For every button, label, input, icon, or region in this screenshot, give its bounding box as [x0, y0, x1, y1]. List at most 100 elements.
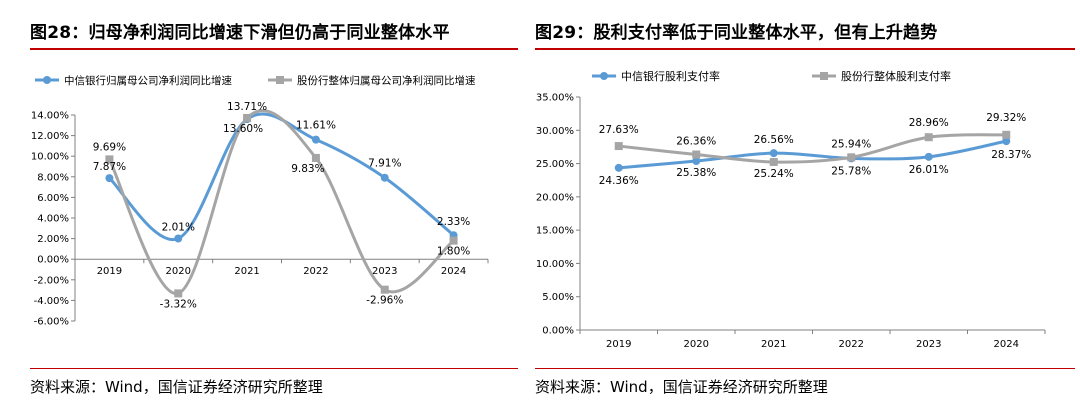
source-note: 资料来源：Wind，国信证券经济研究所整理 [535, 378, 828, 396]
x-tick-label: 2023 [916, 339, 941, 350]
legend-marker [600, 72, 608, 80]
y-tick-label: 0.00% [37, 255, 69, 266]
legend-marker [276, 76, 284, 84]
data-label: 25.94% [831, 138, 871, 150]
y-tick-label: 14.00% [31, 111, 69, 122]
data-label: 2.01% [162, 221, 195, 233]
data-label: 9.69% [93, 141, 126, 153]
line-chart-net-profit-growth: 中信银行归属母公司净利润同比增速 股份行整体归属母公司净利润同比增速 14.00% 1… [31, 74, 489, 328]
data-point [311, 135, 320, 144]
y-tick-label: 15.00% [536, 226, 574, 237]
source-note: 资料来源：Wind，国信证券经济研究所整理 [30, 378, 323, 396]
data-point [449, 236, 458, 245]
x-tick-label: 2021 [234, 266, 259, 277]
data-label: 11.61% [296, 120, 336, 132]
title-rule [30, 48, 518, 50]
data-label: 26.56% [754, 134, 794, 146]
data-label: 25.38% [676, 167, 716, 179]
chart-panel-net-profit-growth: 图28：归母净利润同比增速下滑但仍高于同业整体水平 中信银行归属母公司净利润同比… [0, 0, 520, 417]
data-point [847, 153, 856, 162]
data-label: 13.71% [227, 101, 267, 113]
series-line [618, 139, 1007, 170]
data-point [924, 152, 933, 161]
line-chart-dividend-payout: 中信银行股利支付率 股份行整体股利支付率 35.00% 30.00% 25.00% 20.… [536, 69, 1046, 350]
data-label: 2.33% [437, 216, 470, 228]
data-label: 9.83% [291, 163, 324, 175]
data-point [243, 113, 252, 122]
y-tick-label: 35.00% [536, 93, 574, 104]
data-point [105, 155, 114, 164]
x-tick-label: 2024 [441, 266, 466, 277]
data-label: 25.24% [754, 168, 794, 180]
data-label: 25.78% [831, 165, 871, 177]
data-label: 13.60% [223, 123, 263, 135]
data-point [311, 153, 320, 162]
data-label: 27.63% [599, 124, 639, 136]
y-tick-label: -6.00% [34, 317, 69, 328]
data-label: 7.87% [93, 161, 126, 173]
y-tick-label: 8.00% [37, 172, 69, 183]
legend-marker [43, 76, 51, 84]
x-tick-label: 2024 [994, 339, 1019, 350]
x-tick-label: 2020 [166, 266, 191, 277]
y-tick-label: 20.00% [536, 192, 574, 203]
legend-label: 股份行整体归属母公司净利润同比增速 [297, 74, 476, 87]
y-tick-label: 10.00% [31, 152, 69, 163]
y-tick-label: 2.00% [37, 234, 69, 245]
figure-title: 图29：股利支付率低于同业整体水平，但有上升趋势 [535, 23, 938, 43]
series-line [618, 133, 1007, 164]
y-tick-label: 6.00% [37, 193, 69, 204]
source-rule [30, 368, 518, 369]
data-point [614, 142, 623, 151]
data-label: 29.32% [986, 112, 1026, 124]
data-label: -3.32% [160, 298, 197, 310]
data-point [1002, 137, 1011, 146]
series-line [108, 112, 455, 242]
data-point [692, 157, 701, 166]
data-label: 28.37% [991, 149, 1031, 161]
data-label: 26.01% [909, 164, 949, 176]
data-point [769, 157, 778, 166]
data-point [380, 173, 389, 182]
y-tick-label: -2.00% [34, 275, 69, 286]
data-point [105, 174, 114, 183]
x-tick-label: 2021 [761, 339, 786, 350]
x-tick-label: 2023 [372, 266, 397, 277]
data-label: 28.96% [909, 117, 949, 129]
y-tick-label: -4.00% [34, 296, 69, 307]
x-tick-label: 2022 [839, 339, 864, 350]
legend-label: 中信银行归属母公司净利润同比增速 [64, 74, 232, 87]
y-tick-label: 10.00% [536, 259, 574, 270]
chart-panel-dividend-payout: 图29：股利支付率低于同业整体水平，但有上升趋势 中信银行股利支付率 股份行整体股… [530, 0, 1080, 417]
x-tick-label: 2022 [303, 266, 328, 277]
data-point [924, 133, 933, 142]
data-label: 24.36% [599, 175, 639, 187]
source-rule [535, 368, 1075, 369]
legend-label: 中信银行股利支付率 [621, 69, 720, 83]
y-tick-label: 5.00% [542, 292, 574, 303]
y-tick-label: 30.00% [536, 126, 574, 137]
legend-marker [820, 72, 828, 80]
y-tick-label: 4.00% [37, 214, 69, 225]
legend-label: 股份行整体股利支付率 [841, 69, 951, 83]
y-tick-label: 25.00% [536, 159, 574, 170]
data-label: -2.96% [366, 295, 403, 307]
data-label: 26.36% [676, 136, 716, 148]
x-tick-label: 2019 [606, 339, 631, 350]
data-label: 7.91% [368, 158, 401, 170]
data-point [1002, 130, 1011, 139]
data-label: 1.80% [437, 246, 470, 258]
data-point [692, 150, 701, 159]
data-point [769, 149, 778, 158]
x-tick-label: 2020 [684, 339, 709, 350]
title-rule [535, 48, 1075, 50]
series-line [108, 109, 455, 295]
data-point [174, 234, 183, 243]
data-point [614, 163, 623, 172]
data-point [174, 289, 183, 298]
data-point [380, 285, 389, 294]
x-tick-label: 2019 [97, 266, 122, 277]
y-tick-label: 12.00% [31, 131, 69, 142]
figure-title: 图28：归母净利润同比增速下滑但仍高于同业整体水平 [30, 23, 450, 43]
y-tick-label: 0.00% [542, 326, 574, 337]
